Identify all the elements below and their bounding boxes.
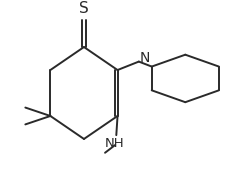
Text: S: S [79, 1, 88, 16]
Text: N: N [140, 51, 150, 65]
Text: NH: NH [105, 137, 124, 150]
